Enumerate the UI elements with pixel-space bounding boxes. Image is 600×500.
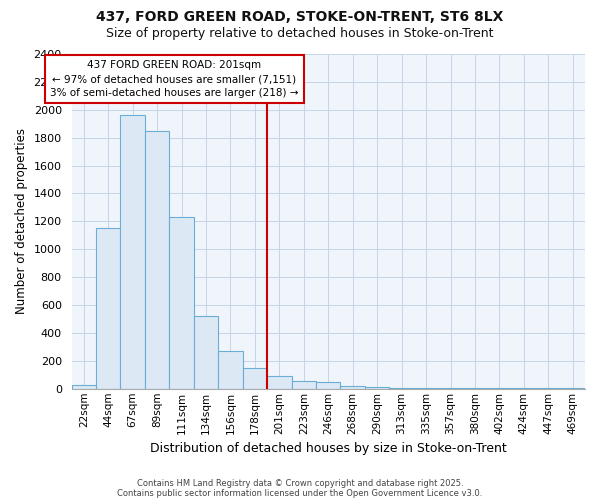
Bar [194,316,218,389]
Text: 437 FORD GREEN ROAD: 201sqm
← 97% of detached houses are smaller (7,151)
3% of s: 437 FORD GREEN ROAD: 201sqm ← 97% of det… [50,60,298,98]
Text: Contains public sector information licensed under the Open Government Licence v3: Contains public sector information licen… [118,488,482,498]
Text: 437, FORD GREEN ROAD, STOKE-ON-TRENT, ST6 8LX: 437, FORD GREEN ROAD, STOKE-ON-TRENT, ST… [97,10,503,24]
Text: Size of property relative to detached houses in Stoke-on-Trent: Size of property relative to detached ho… [106,28,494,40]
Bar [340,386,365,389]
Bar [389,388,414,389]
Bar [292,381,316,389]
Bar [267,376,292,389]
Y-axis label: Number of detached properties: Number of detached properties [15,128,28,314]
Bar [71,384,96,389]
Bar [145,130,169,389]
Bar [365,386,389,389]
Bar [121,116,145,389]
Bar [96,228,121,389]
Bar [316,382,340,389]
Bar [414,388,438,389]
Bar [169,217,194,389]
Bar [218,351,242,389]
Text: Contains HM Land Registry data © Crown copyright and database right 2025.: Contains HM Land Registry data © Crown c… [137,478,463,488]
X-axis label: Distribution of detached houses by size in Stoke-on-Trent: Distribution of detached houses by size … [150,442,506,455]
Bar [242,368,267,389]
